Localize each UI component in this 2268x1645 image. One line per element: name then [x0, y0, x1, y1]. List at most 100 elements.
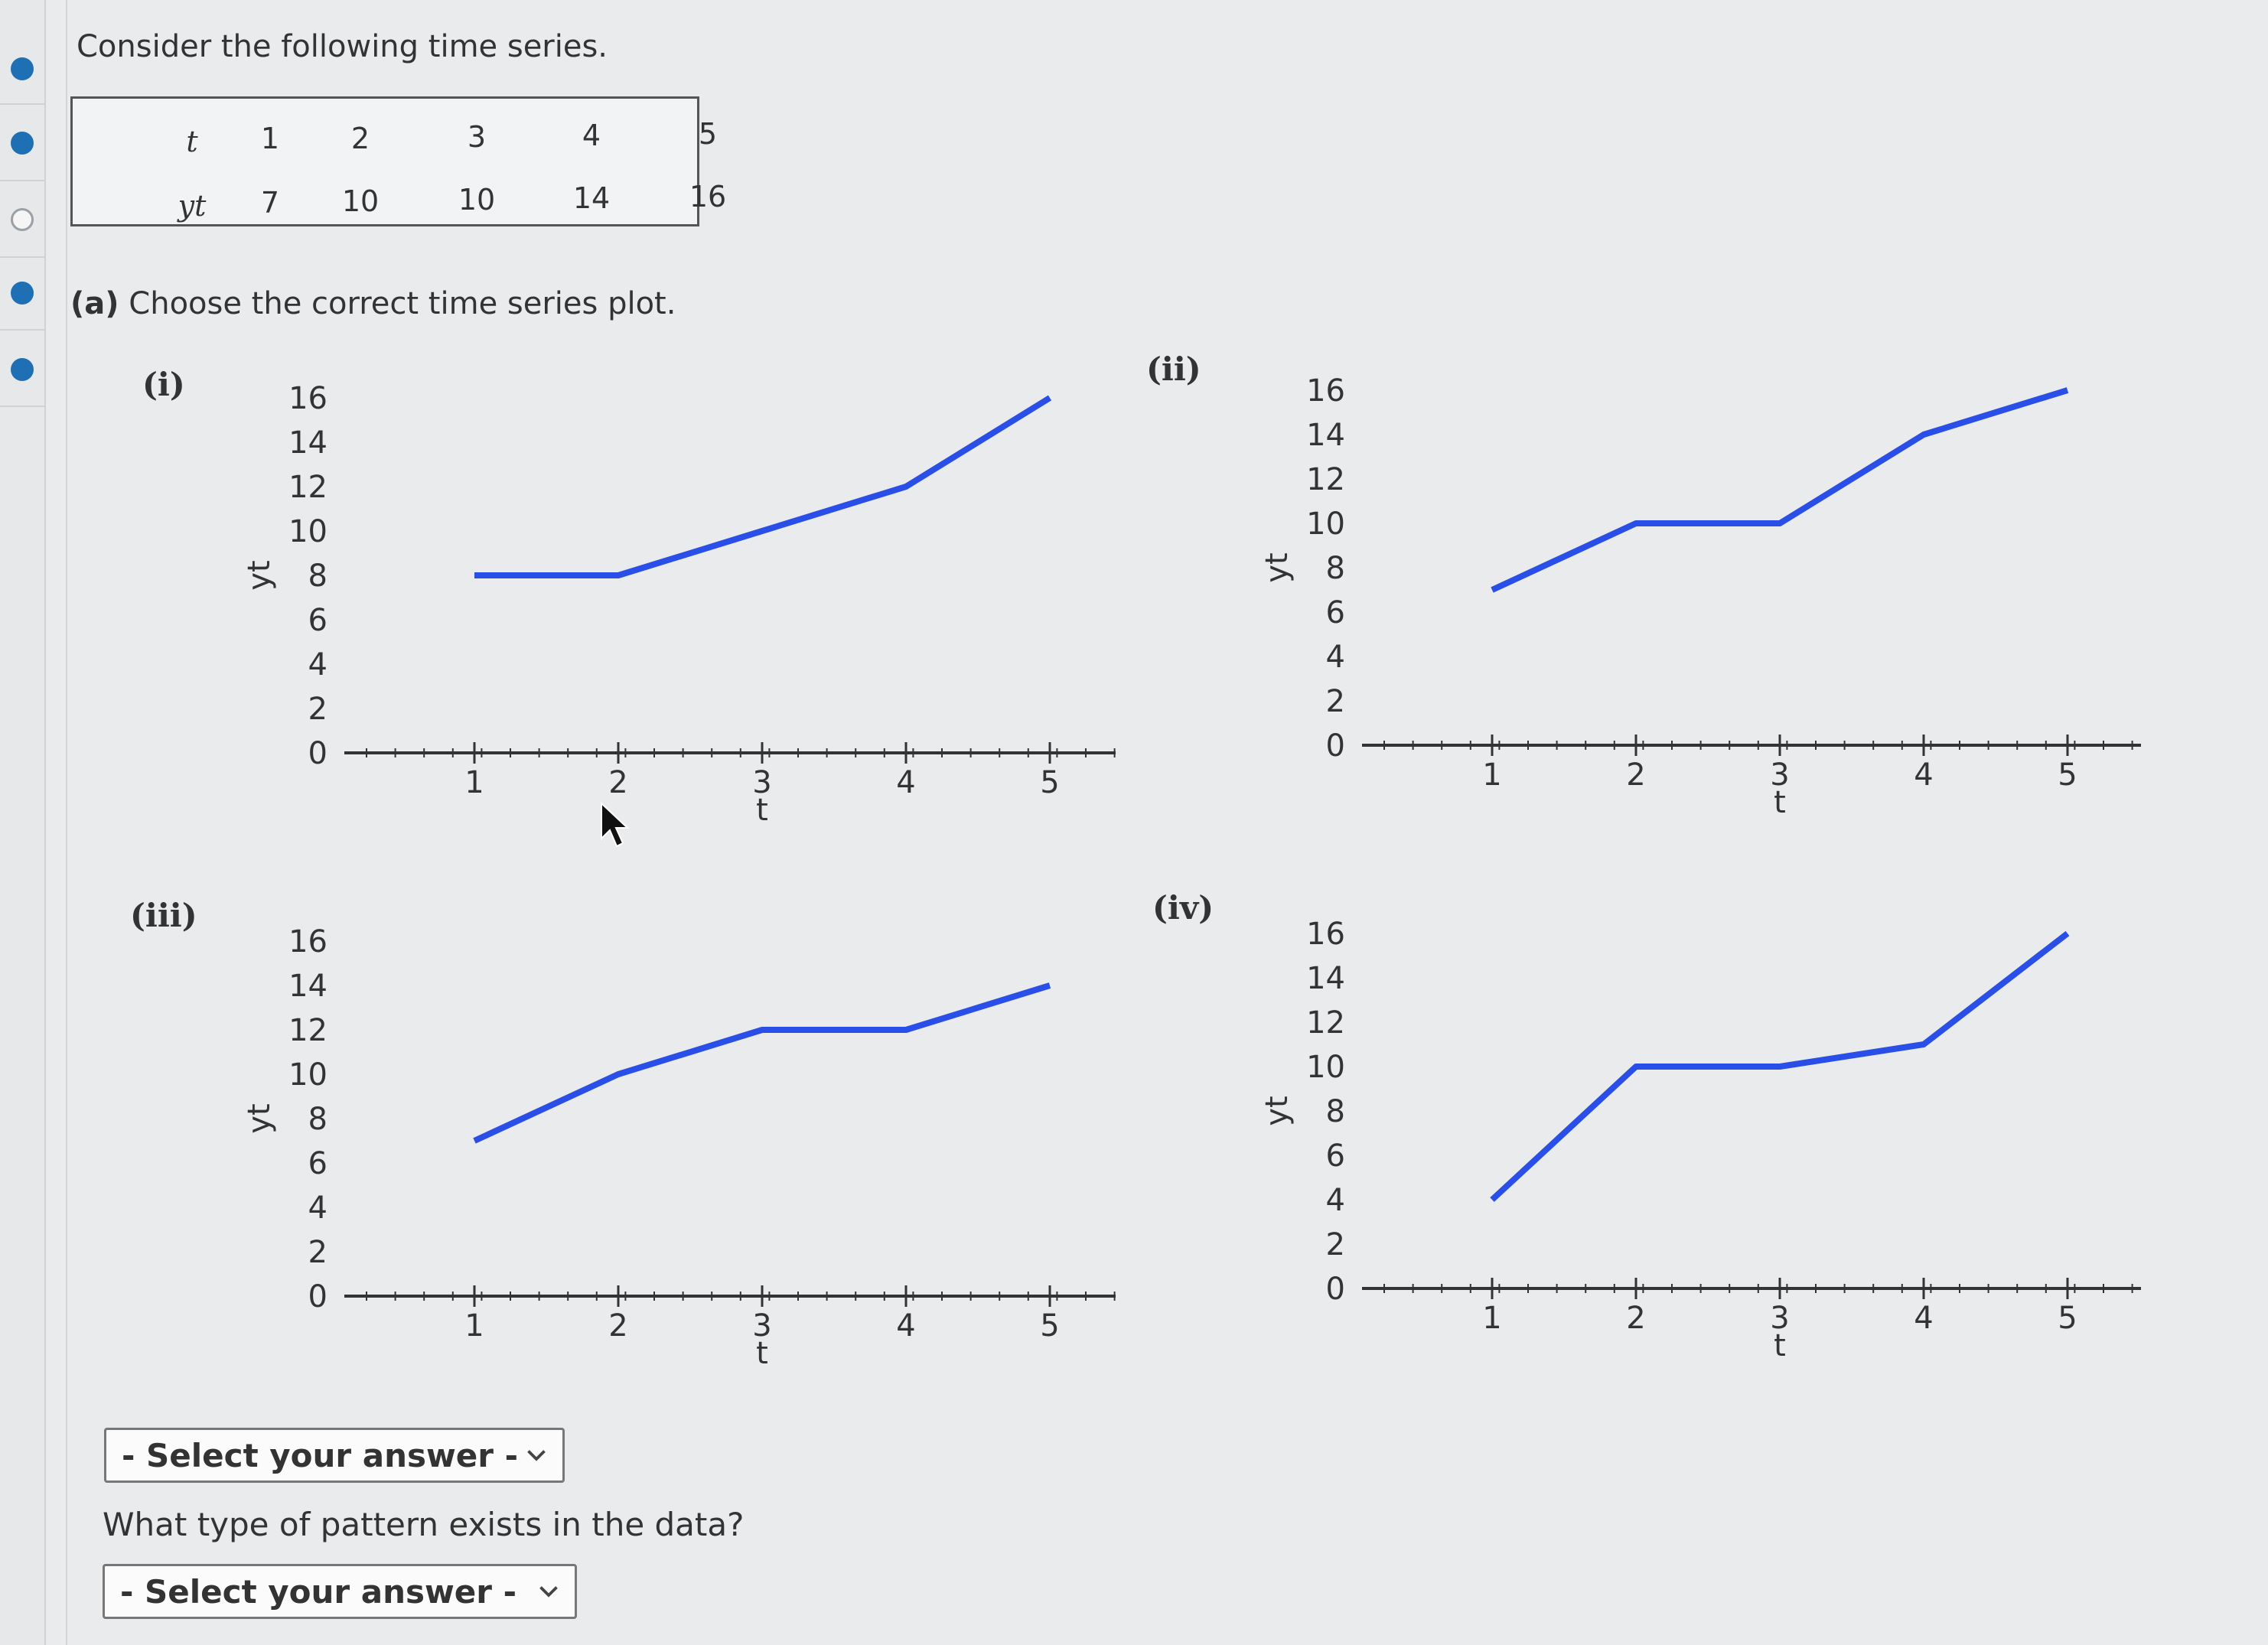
x-tick-label: 4 [1914, 1301, 1933, 1336]
x-tick-label: 2 [608, 1308, 627, 1344]
x-tick-label: 2 [608, 765, 627, 800]
y-tick-label: 6 [308, 603, 327, 638]
divider [0, 256, 44, 258]
x-tick-label: 3 [752, 765, 771, 800]
y-tick-label: 12 [1306, 462, 1345, 497]
y-tick-label: 12 [288, 470, 327, 505]
y-tick-label: 10 [288, 514, 327, 549]
table-cell: 4 [582, 119, 601, 152]
nav-dot-current[interactable] [11, 208, 34, 231]
pattern-select[interactable]: - Select your answer - [103, 1564, 577, 1619]
x-tick-label: 3 [752, 1308, 771, 1344]
y-tick-label: 2 [1326, 1227, 1345, 1262]
x-axis-title: t [1774, 1328, 1786, 1363]
y-tick-label: 0 [1326, 1272, 1345, 1307]
y-axis-title: yt [242, 560, 277, 590]
table-cell: 10 [458, 183, 496, 217]
y-tick-label: 8 [1326, 551, 1345, 586]
x-tick-label: 5 [2058, 757, 2077, 793]
y-tick-label: 16 [288, 381, 327, 416]
y-tick-label: 10 [288, 1057, 327, 1093]
y-axis-title: yt [242, 1103, 277, 1133]
y-tick-label: 14 [288, 425, 327, 461]
x-tick-label: 1 [464, 1308, 484, 1344]
x-axis-title: t [1774, 785, 1786, 820]
plot-label-i: (i) [142, 366, 185, 403]
x-tick-label: 5 [1040, 765, 1059, 800]
table-cell: 2 [350, 122, 370, 155]
y-tick-label: 14 [288, 969, 327, 1004]
x-tick-label: 5 [1040, 1308, 1059, 1344]
part-a-prompt: (a) Choose the correct time series plot. [70, 286, 676, 321]
y-axis-title: yt [1259, 552, 1295, 582]
x-tick-label: 5 [2058, 1301, 2077, 1336]
x-tick-label: 4 [896, 1308, 915, 1344]
y-tick-label: 4 [1326, 1183, 1345, 1218]
y-tick-label: 6 [308, 1146, 327, 1181]
table-cell: 3 [467, 120, 487, 154]
series-line [1490, 930, 2070, 1202]
table-cell: 10 [341, 184, 380, 218]
x-tick-label: 1 [1482, 757, 1501, 793]
nav-dot-complete[interactable] [11, 132, 34, 155]
pattern-question: What type of pattern exists in the data? [103, 1506, 745, 1543]
table-cell: 16 [689, 180, 727, 213]
y-tick-label: 2 [308, 1235, 327, 1270]
table-header-t: t [186, 125, 198, 158]
plot-choice-select-value: - Select your answer - [122, 1436, 519, 1474]
chevron-down-icon [527, 1450, 546, 1461]
divider [0, 103, 44, 105]
x-tick-label: 1 [1482, 1301, 1501, 1336]
y-tick-label: 0 [308, 736, 327, 771]
chevron-down-icon [539, 1586, 558, 1598]
y-tick-label: 10 [1306, 1050, 1345, 1085]
y-tick-label: 2 [308, 692, 327, 727]
plot-choice-select[interactable]: - Select your answer - [104, 1428, 565, 1483]
y-tick-label: 16 [1306, 373, 1345, 409]
series-line [474, 395, 1052, 578]
content-left-rule [66, 0, 67, 1645]
table-cell: 14 [572, 181, 611, 215]
y-tick-label: 16 [1306, 917, 1345, 952]
y-axis-title: yt [1259, 1096, 1295, 1125]
nav-dot-complete[interactable] [11, 282, 34, 305]
x-axis-title: t [756, 1336, 768, 1371]
table-cell: 7 [260, 186, 280, 220]
divider [0, 406, 44, 407]
pattern-select-value: - Select your answer - [120, 1572, 517, 1611]
table-header-yt: yt [178, 189, 207, 223]
x-tick-label: 3 [1770, 757, 1789, 793]
y-tick-label: 8 [308, 559, 327, 594]
question-nav-sidebar [0, 0, 46, 1645]
x-tick-label: 3 [1770, 1301, 1789, 1336]
part-a-tag: (a) [70, 286, 119, 321]
y-tick-label: 10 [1306, 507, 1345, 542]
y-tick-label: 14 [1306, 961, 1345, 996]
table-cell: 1 [260, 122, 280, 155]
nav-dot-complete[interactable] [11, 57, 34, 80]
divider [0, 329, 44, 331]
cursor-arrow-icon [601, 802, 630, 848]
x-axis-title: t [756, 793, 768, 828]
nav-dot-complete[interactable] [11, 358, 34, 381]
y-tick-label: 4 [308, 1191, 327, 1226]
table-cell: 5 [698, 117, 718, 151]
y-tick-label: 4 [1326, 640, 1345, 675]
plot-label-iv: (iv) [1152, 889, 1214, 927]
x-tick-label: 2 [1626, 757, 1645, 793]
y-tick-label: 4 [308, 647, 327, 682]
y-tick-label: 0 [308, 1279, 327, 1314]
time-series-table: t 1 2 3 4 5 yt 7 10 10 14 16 [70, 96, 726, 226]
y-tick-label: 14 [1306, 418, 1345, 453]
plot-label-ii: (ii) [1146, 350, 1201, 388]
y-tick-label: 0 [1326, 728, 1345, 764]
part-a-text: Choose the correct time series plot. [129, 286, 676, 321]
